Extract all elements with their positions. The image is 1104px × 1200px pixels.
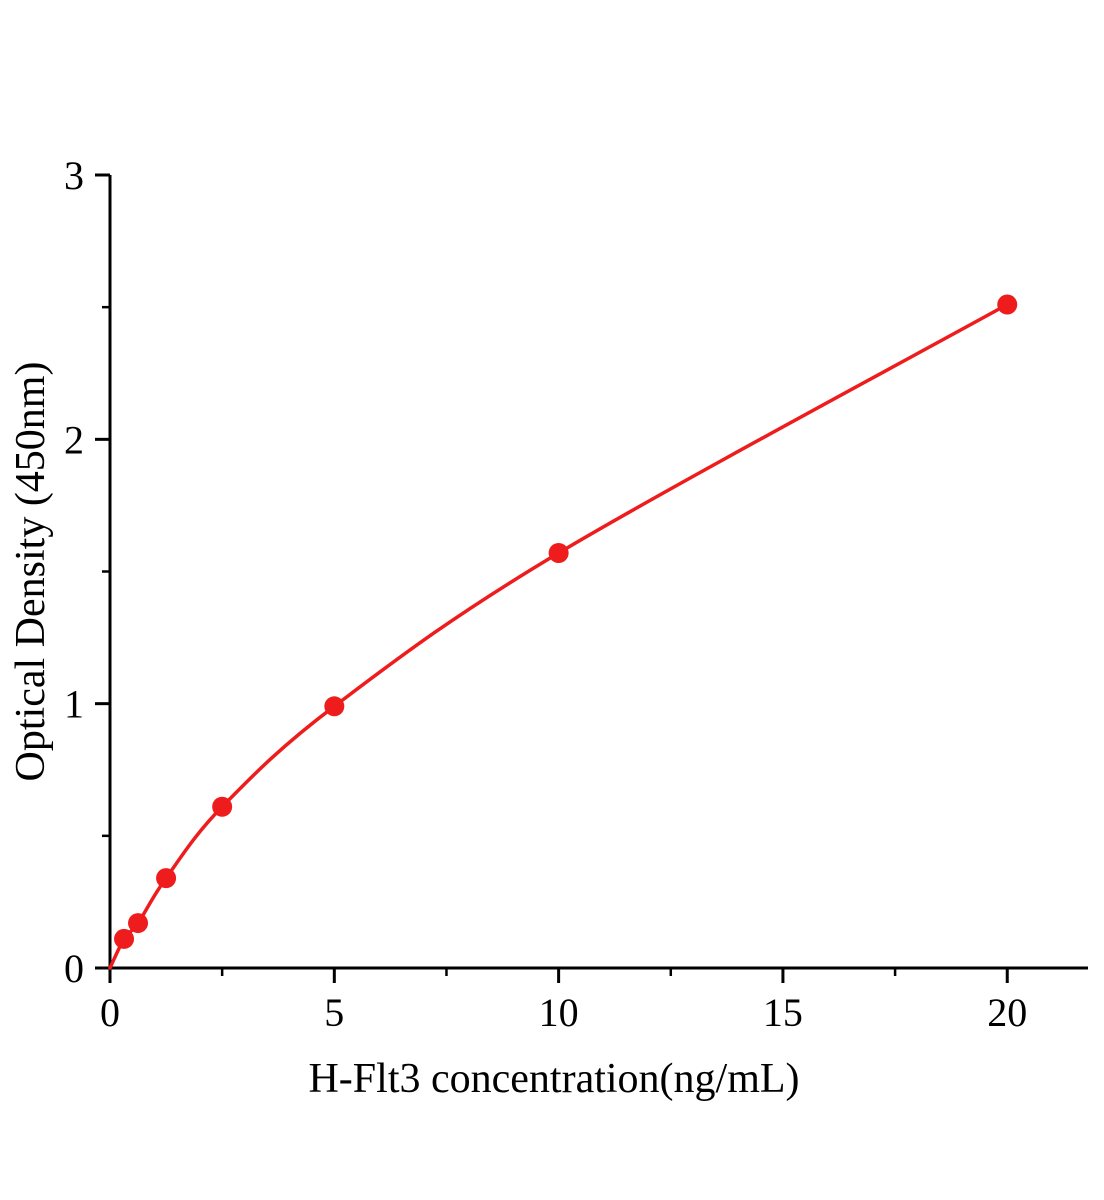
x-tick-label: 0 <box>100 990 120 1035</box>
x-tick-label: 20 <box>987 990 1027 1035</box>
y-axis-label: Optical Density (450nm) <box>8 362 54 782</box>
y-tick-label: 1 <box>64 682 84 727</box>
x-tick-label: 15 <box>763 990 803 1035</box>
y-tick-label: 0 <box>64 946 84 991</box>
data-point-marker <box>156 868 177 889</box>
data-point-marker <box>212 796 233 817</box>
data-point-marker <box>548 542 569 563</box>
x-tick-label: 10 <box>539 990 579 1035</box>
data-point-marker <box>997 294 1018 315</box>
data-point-marker <box>324 696 345 717</box>
y-tick-label: 2 <box>64 417 84 462</box>
curve-line <box>108 302 1009 970</box>
x-axis-label: H-Flt3 concentration(ng/mL) <box>308 1056 799 1102</box>
y-tick-label: 3 <box>64 153 84 198</box>
data-point-marker <box>114 928 135 949</box>
data-point-marker <box>128 913 149 934</box>
x-tick-label: 5 <box>324 990 344 1035</box>
